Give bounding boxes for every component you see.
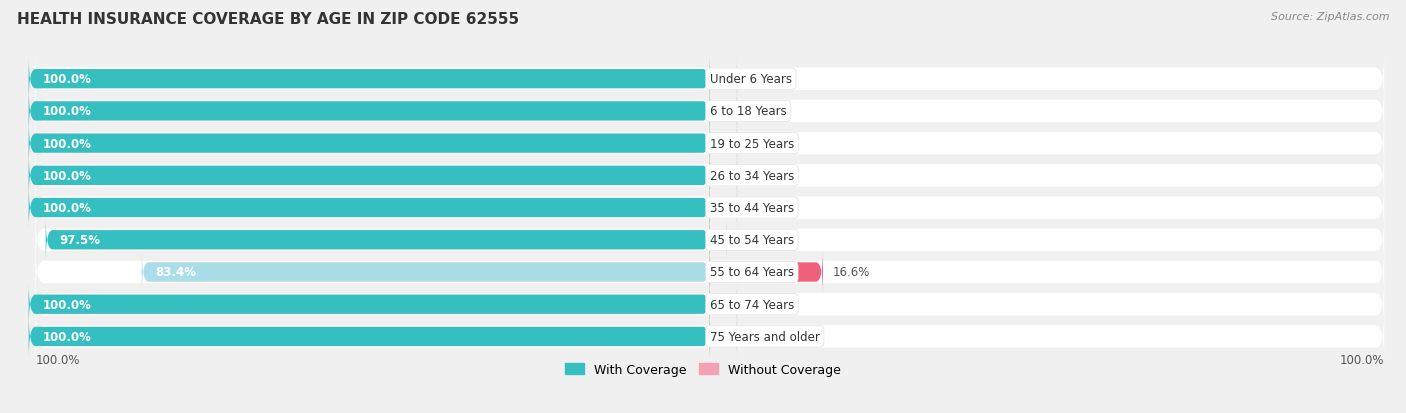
Text: 100.0%: 100.0% — [35, 353, 80, 366]
Text: 100.0%: 100.0% — [42, 330, 91, 343]
Text: 0.0%: 0.0% — [747, 298, 778, 311]
Text: 100.0%: 100.0% — [42, 202, 91, 214]
Text: Source: ZipAtlas.com: Source: ZipAtlas.com — [1271, 12, 1389, 22]
Text: 100.0%: 100.0% — [42, 105, 91, 118]
FancyBboxPatch shape — [710, 57, 737, 102]
FancyBboxPatch shape — [142, 250, 710, 295]
Text: 100.0%: 100.0% — [42, 73, 91, 86]
Text: 2.5%: 2.5% — [737, 234, 766, 247]
FancyBboxPatch shape — [710, 314, 737, 359]
FancyBboxPatch shape — [35, 181, 1384, 235]
Text: 83.4%: 83.4% — [155, 266, 197, 279]
Text: 45 to 54 Years: 45 to 54 Years — [710, 234, 794, 247]
Text: 97.5%: 97.5% — [59, 234, 100, 247]
FancyBboxPatch shape — [28, 314, 710, 359]
Text: 19 to 25 Years: 19 to 25 Years — [710, 137, 794, 150]
Legend: With Coverage, Without Coverage: With Coverage, Without Coverage — [561, 358, 845, 381]
FancyBboxPatch shape — [710, 185, 737, 230]
Text: 0.0%: 0.0% — [747, 137, 778, 150]
Text: Under 6 Years: Under 6 Years — [710, 73, 792, 86]
FancyBboxPatch shape — [710, 218, 727, 263]
FancyBboxPatch shape — [35, 277, 1384, 332]
Text: 75 Years and older: 75 Years and older — [710, 330, 820, 343]
FancyBboxPatch shape — [710, 153, 737, 198]
FancyBboxPatch shape — [35, 84, 1384, 139]
Text: 100.0%: 100.0% — [42, 137, 91, 150]
Text: 100.0%: 100.0% — [42, 298, 91, 311]
FancyBboxPatch shape — [35, 52, 1384, 107]
FancyBboxPatch shape — [710, 89, 737, 134]
Text: 0.0%: 0.0% — [747, 202, 778, 214]
FancyBboxPatch shape — [35, 245, 1384, 300]
FancyBboxPatch shape — [28, 121, 710, 166]
FancyBboxPatch shape — [35, 149, 1384, 203]
FancyBboxPatch shape — [710, 121, 737, 166]
Text: 0.0%: 0.0% — [747, 330, 778, 343]
Text: 100.0%: 100.0% — [1340, 353, 1384, 366]
FancyBboxPatch shape — [28, 89, 710, 134]
Text: 26 to 34 Years: 26 to 34 Years — [710, 169, 794, 183]
Text: 35 to 44 Years: 35 to 44 Years — [710, 202, 794, 214]
FancyBboxPatch shape — [710, 250, 823, 295]
Text: 16.6%: 16.6% — [834, 266, 870, 279]
FancyBboxPatch shape — [35, 309, 1384, 364]
FancyBboxPatch shape — [35, 213, 1384, 268]
FancyBboxPatch shape — [28, 185, 710, 230]
FancyBboxPatch shape — [28, 57, 710, 102]
Text: 0.0%: 0.0% — [747, 73, 778, 86]
Text: 100.0%: 100.0% — [42, 169, 91, 183]
Text: 55 to 64 Years: 55 to 64 Years — [710, 266, 794, 279]
Text: 0.0%: 0.0% — [747, 169, 778, 183]
FancyBboxPatch shape — [45, 218, 710, 263]
FancyBboxPatch shape — [710, 282, 737, 327]
FancyBboxPatch shape — [35, 116, 1384, 171]
FancyBboxPatch shape — [28, 153, 710, 198]
Text: 0.0%: 0.0% — [747, 105, 778, 118]
Text: HEALTH INSURANCE COVERAGE BY AGE IN ZIP CODE 62555: HEALTH INSURANCE COVERAGE BY AGE IN ZIP … — [17, 12, 519, 27]
FancyBboxPatch shape — [28, 282, 710, 327]
Text: 65 to 74 Years: 65 to 74 Years — [710, 298, 794, 311]
Text: 6 to 18 Years: 6 to 18 Years — [710, 105, 786, 118]
